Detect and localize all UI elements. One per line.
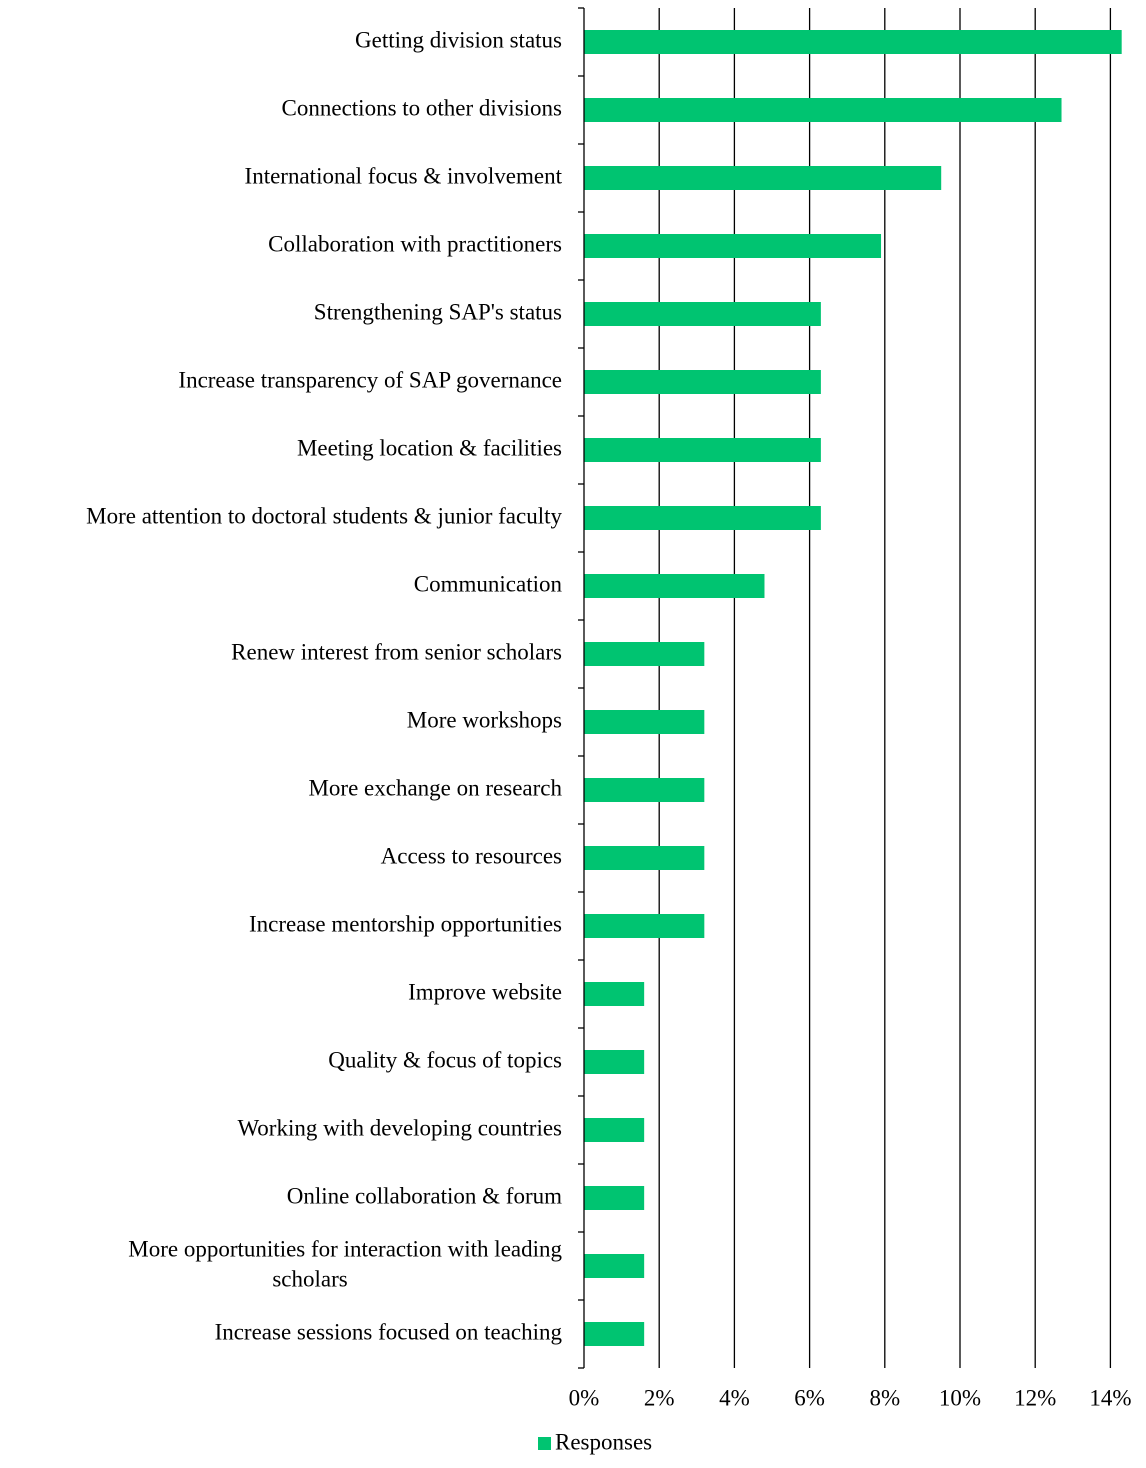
bar-6	[584, 438, 821, 462]
category-label-17: Online collaboration & forum	[287, 1183, 562, 1208]
category-label-5: Increase transparency of SAP governance	[178, 367, 562, 392]
legend-label: Responses	[555, 1429, 652, 1454]
bar-10	[584, 710, 705, 734]
category-label-8: Communication	[414, 571, 563, 596]
x-tick-label-3: 6%	[794, 1385, 825, 1410]
category-label-11: More exchange on research	[308, 775, 562, 800]
bar-18	[584, 1254, 645, 1278]
x-tick-label-7: 14%	[1089, 1385, 1131, 1410]
category-label-10: More workshops	[407, 707, 562, 732]
category-label-0: Getting division status	[355, 27, 562, 52]
category-label-19: Increase sessions focused on teaching	[215, 1319, 563, 1344]
category-label-14: Improve website	[408, 979, 562, 1004]
category-label-2: International focus & involvement	[245, 163, 563, 188]
category-label-18-line-1: scholars	[272, 1266, 347, 1291]
bar-8	[584, 574, 765, 598]
category-label-6: Meeting location & facilities	[297, 435, 562, 460]
category-label-15: Quality & focus of topics	[328, 1047, 562, 1072]
bar-4	[584, 302, 821, 326]
x-tick-label-4: 8%	[869, 1385, 900, 1410]
x-tick-label-2: 4%	[719, 1385, 750, 1410]
category-label-9: Renew interest from senior scholars	[231, 639, 562, 664]
bar-15	[584, 1050, 645, 1074]
bar-19	[584, 1322, 645, 1346]
bar-11	[584, 778, 705, 802]
bar-3	[584, 234, 882, 258]
bar-14	[584, 982, 645, 1006]
bar-9	[584, 642, 705, 666]
bar-5	[584, 370, 821, 394]
bar-7	[584, 506, 821, 530]
bar-2	[584, 166, 942, 190]
legend-swatch	[538, 1437, 551, 1450]
category-label-3: Collaboration with practitioners	[268, 231, 562, 256]
bar-16	[584, 1118, 645, 1142]
x-tick-label-0: 0%	[569, 1385, 600, 1410]
bar-13	[584, 914, 705, 938]
x-tick-label-1: 2%	[644, 1385, 675, 1410]
bar-12	[584, 846, 705, 870]
category-label-12: Access to resources	[381, 843, 562, 868]
category-label-1: Connections to other divisions	[282, 95, 563, 120]
x-tick-label-6: 12%	[1014, 1385, 1056, 1410]
bar-17	[584, 1186, 645, 1210]
category-label-18-line-0: More opportunities for interaction with …	[128, 1236, 562, 1261]
category-label-13: Increase mentorship opportunities	[249, 911, 562, 936]
x-tick-label-5: 10%	[939, 1385, 981, 1410]
category-label-4: Strengthening SAP's status	[314, 299, 562, 324]
category-label-16: Working with developing countries	[237, 1115, 562, 1140]
bar-0	[584, 30, 1122, 54]
category-label-7: More attention to doctoral students & ju…	[86, 503, 562, 528]
bar-1	[584, 98, 1062, 122]
